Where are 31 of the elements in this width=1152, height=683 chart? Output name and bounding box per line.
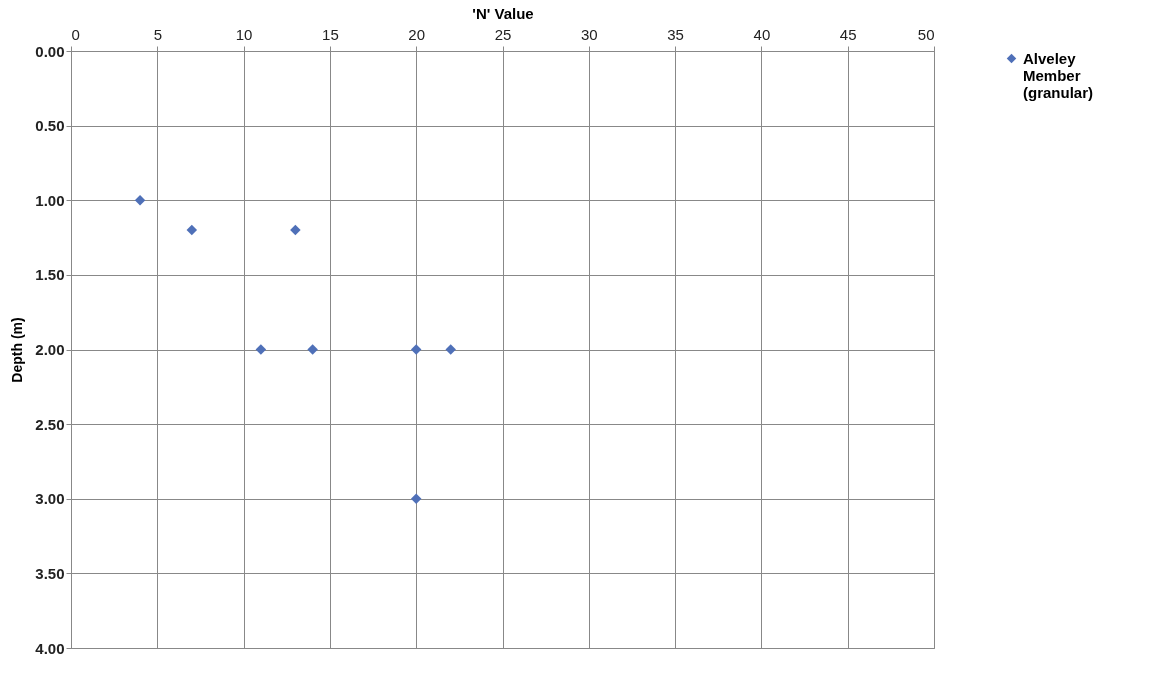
y-tick-label: 4.00	[35, 639, 65, 657]
x-tick-label: 45	[839, 25, 857, 43]
x-tick-label: 40	[753, 25, 771, 43]
x-tick-label: 0	[71, 25, 80, 43]
x-axis-title: 'N' Value	[472, 4, 534, 22]
point	[410, 344, 422, 355]
point	[186, 224, 198, 236]
legend-label: Alveley Member (granular)	[1023, 49, 1094, 101]
x-tick-label: 35	[667, 25, 684, 43]
y-tick-label: 1.00	[35, 191, 65, 209]
x-tick-label: 5	[153, 25, 162, 43]
y-tick-label: 3.50	[35, 564, 65, 582]
x-tick-label: 30	[580, 25, 598, 43]
y-tick-label: 0.50	[35, 117, 65, 135]
x-tick-label: 15	[322, 25, 339, 43]
point	[307, 344, 318, 355]
y-axis-title: Depth (m)	[9, 317, 26, 383]
x-tick-label: 20	[408, 25, 426, 43]
y-tick-label: 0.00	[35, 42, 65, 60]
point	[290, 224, 301, 236]
x-tick-label: 10	[235, 25, 253, 43]
point	[410, 493, 422, 504]
y-tick-label: 2.50	[35, 415, 65, 433]
y-tick-label: 2.00	[35, 341, 65, 358]
x-tick-label: 50	[917, 25, 935, 43]
y-tick-label: 3.00	[35, 490, 65, 508]
x-tick-label: 25	[494, 25, 512, 43]
point	[134, 195, 146, 206]
y-tick-label: 1.50	[35, 266, 65, 284]
point	[255, 344, 267, 355]
point	[445, 344, 456, 355]
